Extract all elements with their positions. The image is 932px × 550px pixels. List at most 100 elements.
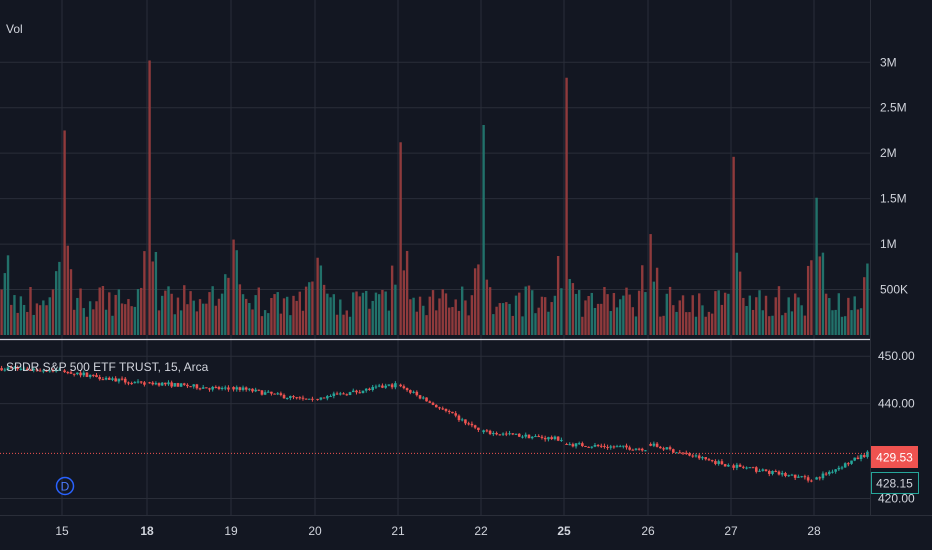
volume-bar [241, 294, 245, 335]
candle-body [307, 398, 311, 400]
volume-bar [727, 293, 730, 335]
candle-body [684, 452, 688, 454]
candle-body [488, 430, 492, 435]
candle-body [565, 443, 568, 445]
candle-body [543, 437, 547, 440]
candle-body [438, 407, 441, 409]
candle-body [637, 448, 641, 450]
candle-body [447, 410, 451, 412]
volume-bar [641, 265, 644, 335]
volume-bar [10, 304, 13, 335]
volume-tick-label: 3M [880, 55, 897, 69]
volume-bar [745, 305, 748, 335]
candle-body [505, 433, 508, 435]
volume-bar [543, 297, 547, 335]
volume-bar [176, 297, 180, 335]
candle-body [394, 383, 397, 388]
candle-body [780, 473, 784, 475]
candle-body [205, 387, 208, 389]
candle-body [688, 453, 691, 456]
volume-bar [840, 316, 844, 335]
candle-body [266, 391, 270, 393]
volume-bar [581, 316, 584, 335]
volume-bar [79, 288, 82, 335]
volume-bar [831, 310, 834, 335]
candle-body [738, 464, 742, 467]
volume-bar [720, 304, 724, 335]
candle-body [311, 398, 314, 400]
time-axis[interactable]: 15 18 19 20 21 22 25 26 27 28 [55, 524, 821, 538]
volume-bar [227, 277, 230, 335]
candle-body [767, 470, 771, 474]
volume-axis[interactable]: 500K 1M 1.5M 2M 2.5M 3M [880, 55, 908, 296]
volume-bar [550, 302, 553, 335]
price-legend[interactable]: SPDR S&P 500 ETF TRUST, 15, Arca [6, 360, 209, 374]
candle-body [29, 369, 32, 371]
volume-bar [843, 316, 847, 335]
dividend-marker[interactable]: D [55, 476, 75, 496]
candle-body [774, 470, 778, 472]
volume-bar [732, 156, 735, 335]
volume-bar [58, 261, 61, 335]
volume-bar [54, 271, 58, 335]
volume-bar [127, 299, 130, 335]
volume-bar [335, 314, 339, 335]
last-price-label: 429.53 [876, 451, 913, 465]
volume-bar [866, 263, 869, 335]
candle-body [48, 370, 52, 372]
candle-body [157, 383, 161, 386]
candle-body [732, 465, 735, 468]
candle-body [862, 455, 866, 457]
volume-bar [761, 310, 764, 335]
time-tick-label: 28 [807, 524, 821, 538]
volume-bar [311, 281, 314, 335]
volume-bar [270, 297, 273, 335]
candle-body [422, 397, 425, 399]
volume-bar [257, 287, 261, 335]
volume-bar [368, 308, 371, 335]
candle-body [179, 383, 183, 387]
volume-bar [192, 300, 195, 335]
candle-body [495, 432, 498, 435]
candle-body [114, 378, 117, 382]
candle-body [454, 413, 457, 416]
volume-bar [435, 310, 438, 335]
volume-tick-label: 1M [880, 237, 897, 251]
candle-body [270, 391, 273, 394]
candle-body [451, 411, 454, 414]
volume-bar [267, 313, 270, 335]
time-tick-label: 21 [391, 524, 405, 538]
volume-bar [189, 291, 192, 335]
price-tick-label: 450.00 [878, 349, 915, 363]
candle-body [101, 379, 105, 381]
volume-bar [675, 311, 678, 335]
candle-body [316, 398, 319, 400]
volume-bar [157, 310, 161, 335]
volume-bar [211, 286, 214, 335]
candle-body [227, 387, 230, 390]
volume-bar [856, 309, 860, 335]
price-axis[interactable]: 420.00 440.00 450.00 [878, 349, 915, 505]
candle-body [524, 434, 528, 437]
candle-body [577, 443, 581, 445]
candle-body [644, 450, 647, 452]
volume-tick-label: 500K [880, 283, 908, 297]
candle-body [797, 476, 800, 478]
candle-body [371, 387, 374, 391]
prev-close-label: 428.15 [876, 477, 913, 491]
volume-bar [596, 303, 600, 335]
time-tick-label: 19 [224, 524, 238, 538]
candle-body [69, 372, 73, 374]
volume-bar [35, 303, 39, 335]
candle-body [485, 430, 489, 432]
candle-body [402, 386, 406, 389]
volume-bar [790, 311, 794, 335]
volume-bar [451, 307, 454, 335]
volume-bar [308, 282, 311, 335]
candle-body [170, 382, 173, 387]
volume-bar [477, 264, 480, 335]
candle-body [609, 446, 613, 448]
volume-bar [235, 250, 238, 335]
candle-body [587, 446, 590, 448]
